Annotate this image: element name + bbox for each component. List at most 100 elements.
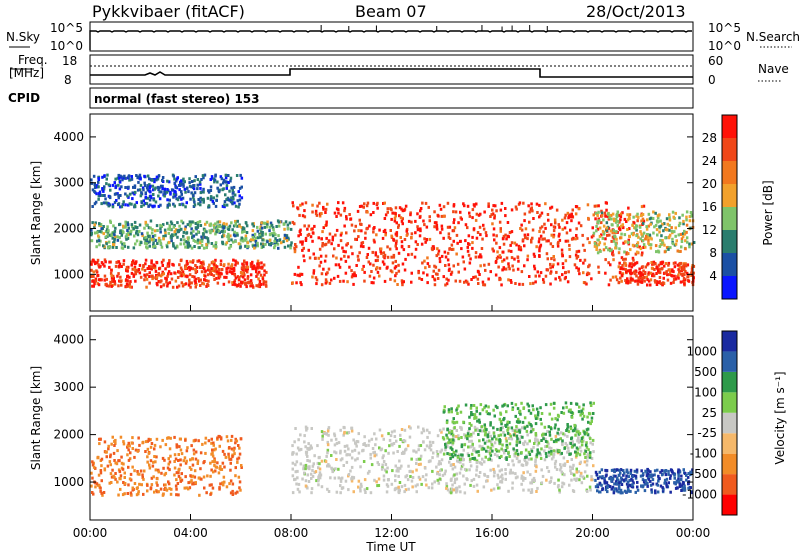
- data-cell: [291, 467, 294, 471]
- data-cell: [216, 436, 219, 440]
- data-cell: [157, 280, 161, 284]
- data-cell: [581, 407, 585, 411]
- data-cell: [240, 266, 244, 270]
- data-cell: [225, 241, 229, 245]
- data-cell: [136, 449, 140, 453]
- data-cell: [326, 451, 329, 455]
- data-cell: [538, 215, 541, 219]
- data-cell: [433, 283, 437, 287]
- data-cell: [448, 490, 452, 494]
- data-cell: [619, 218, 622, 222]
- data-cell: [611, 231, 614, 235]
- data-cell: [175, 445, 179, 449]
- data-cell: [385, 470, 388, 474]
- data-cell: [393, 429, 396, 433]
- data-cell: [359, 465, 362, 469]
- data-cell: [485, 234, 488, 238]
- data-cell: [95, 245, 98, 249]
- data-cell: [186, 274, 189, 278]
- data-cell: [116, 480, 119, 484]
- data-cell: [557, 223, 560, 227]
- data-cell: [498, 469, 502, 473]
- data-cell: [675, 239, 678, 243]
- data-cell: [100, 227, 103, 231]
- data-cell: [641, 217, 645, 221]
- data-cell: [523, 440, 527, 444]
- data-cell: [618, 247, 621, 251]
- data-cell: [361, 268, 364, 271]
- data-cell: [234, 276, 238, 280]
- data-cell: [343, 224, 346, 228]
- data-cell: [410, 280, 413, 284]
- data-cell: [229, 468, 232, 472]
- cpid-strip: CPID normal (fast stereo) 153: [8, 87, 694, 109]
- data-cell: [368, 274, 372, 278]
- data-cell: [578, 453, 582, 457]
- data-cell: [164, 231, 167, 234]
- data-cell: [111, 245, 115, 249]
- data-cell: [513, 257, 516, 261]
- data-cell: [337, 208, 340, 212]
- data-cell: [364, 491, 367, 494]
- data-cell: [118, 279, 121, 283]
- data-cell: [217, 190, 221, 194]
- data-cell: [109, 455, 112, 459]
- data-cell: [529, 491, 533, 494]
- data-cell: [480, 429, 484, 433]
- data-cell: [524, 235, 527, 239]
- data-cell: [113, 282, 117, 286]
- data-cell: [303, 471, 306, 475]
- data-cell: [507, 426, 510, 430]
- data-cell: [113, 459, 116, 462]
- data-cell: [327, 433, 330, 437]
- data-cell: [620, 279, 623, 283]
- data-cell: [288, 221, 292, 225]
- data-cell: [609, 278, 612, 282]
- data-cell: [595, 248, 598, 251]
- data-cell: [561, 227, 564, 231]
- data-cell: [200, 198, 204, 202]
- data-cell: [524, 477, 527, 480]
- data-cell: [386, 265, 389, 269]
- data-cell: [161, 187, 164, 191]
- data-cell: [167, 480, 170, 484]
- data-cell: [121, 467, 125, 471]
- data-cell: [506, 420, 509, 424]
- data-cell: [626, 485, 630, 489]
- data-cell: [108, 481, 111, 485]
- data-cell: [678, 483, 682, 486]
- data-cell: [363, 442, 366, 446]
- data-cell: [575, 256, 579, 260]
- data-cell: [149, 190, 152, 194]
- data-cell: [539, 457, 543, 460]
- data-cell: [658, 245, 662, 248]
- data-cell: [91, 463, 95, 467]
- data-cell: [182, 273, 186, 277]
- data-cell: [259, 228, 262, 232]
- data-cell: [462, 420, 465, 424]
- data-cell: [225, 186, 228, 190]
- data-cell: [180, 219, 183, 223]
- data-cell: [532, 476, 536, 480]
- data-cell: [398, 488, 401, 492]
- data-cell: [103, 174, 106, 178]
- data-cell: [147, 438, 151, 442]
- data-cell: [481, 408, 485, 412]
- data-cell: [619, 468, 623, 472]
- data-cell: [155, 178, 158, 182]
- data-cell: [657, 479, 660, 483]
- data-cell: [394, 212, 397, 216]
- data-cell: [457, 434, 460, 438]
- data-cell: [405, 229, 408, 233]
- data-cell: [685, 210, 689, 214]
- data-cell: [450, 478, 453, 482]
- data-cell: [169, 220, 173, 224]
- data-cell: [241, 230, 244, 234]
- data-cell: [394, 214, 397, 218]
- data-cell: [230, 264, 233, 268]
- data-cell: [90, 275, 93, 278]
- data-cell: [230, 186, 233, 190]
- data-cell: [429, 459, 432, 463]
- data-cell: [318, 214, 322, 218]
- data-cell: [536, 486, 539, 490]
